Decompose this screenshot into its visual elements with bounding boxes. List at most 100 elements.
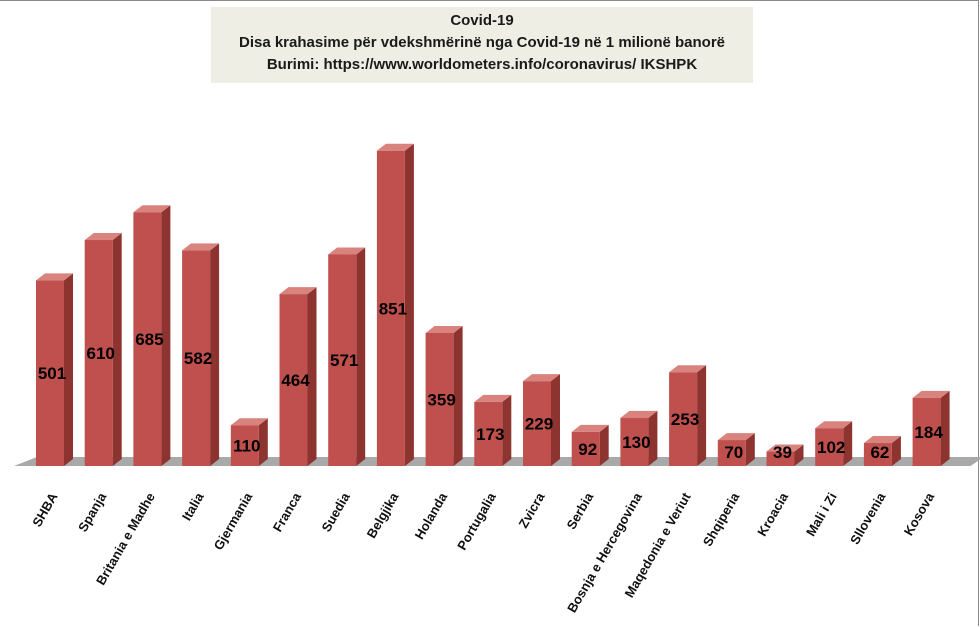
- value-label: 110: [233, 437, 260, 456]
- bar-side: [648, 410, 658, 466]
- bar-side: [258, 418, 268, 466]
- value-label: 685: [135, 330, 163, 349]
- bar-top: [36, 273, 73, 281]
- bar-side: [112, 233, 122, 466]
- category-label: Kosova: [901, 489, 938, 538]
- bar-front: [425, 333, 454, 466]
- bar-belgjika: [376, 143, 414, 467]
- bar-front: [328, 254, 357, 466]
- bar-front: [133, 212, 162, 466]
- value-label: 464: [281, 371, 310, 390]
- bar-front: [523, 381, 551, 466]
- chart-source: Burimi: https://www.worldometers.info/co…: [266, 56, 698, 73]
- bar-front: [571, 431, 600, 466]
- bar-top: [376, 143, 414, 151]
- bar-front: [84, 240, 113, 466]
- value-label: 851: [379, 299, 407, 318]
- bar-front: [182, 250, 211, 466]
- bar-britania-e-madhe: [133, 205, 171, 466]
- bar-front: [863, 443, 892, 466]
- bar-portugalia: [474, 394, 512, 466]
- bar-top: [182, 243, 220, 251]
- value-label: 582: [184, 349, 212, 368]
- bar-top: [133, 205, 171, 213]
- value-label: 184: [914, 423, 943, 442]
- bar-side: [745, 433, 755, 466]
- category-label: Gjermania: [211, 489, 256, 552]
- bar-top: [766, 444, 804, 452]
- value-label: 501: [38, 364, 66, 383]
- bar-front: [669, 372, 698, 466]
- bar-side: [210, 243, 220, 466]
- bar-front: [620, 417, 649, 466]
- bar-side: [356, 247, 366, 466]
- category-label: Sllovenia: [847, 489, 889, 547]
- bar-top: [523, 374, 560, 382]
- bar-bosnja-e-hercegovina: [620, 410, 658, 466]
- bar-front: [766, 451, 795, 466]
- value-label: 92: [578, 440, 597, 459]
- bar-sllovenia: [863, 436, 901, 466]
- bar-maqedonia-e-veriut: [669, 365, 707, 466]
- category-label: Holanda: [412, 489, 451, 542]
- bar-side: [940, 390, 950, 466]
- bar-shba: [36, 273, 73, 466]
- category-label: Italia: [179, 489, 207, 523]
- bar-shqiperia: [717, 433, 755, 466]
- category-label: Spanja: [75, 489, 110, 534]
- bar-top: [912, 390, 950, 398]
- bar-zvicra: [523, 374, 560, 466]
- bar-side: [551, 374, 560, 466]
- bar-side: [843, 421, 853, 466]
- bar-front: [230, 425, 259, 466]
- bar-side: [697, 365, 707, 466]
- category-label: Portugalia: [454, 489, 499, 552]
- category-label: Serbia: [563, 489, 596, 532]
- value-label: 571: [330, 351, 358, 370]
- bar-holanda: [425, 326, 463, 466]
- bar-kroacia: [766, 444, 804, 466]
- bar-top: [717, 433, 755, 441]
- category-label: Suedia: [318, 489, 353, 534]
- bar-serbia: [571, 424, 609, 466]
- bar-front: [36, 280, 64, 466]
- title-box: Covid-19 Disa krahasime për vdekshmërinë…: [211, 7, 753, 83]
- bar-top: [669, 365, 707, 373]
- value-label: 359: [427, 391, 455, 410]
- bar-front: [279, 294, 308, 466]
- bar-side: [161, 205, 171, 466]
- bar-spanja: [84, 233, 122, 466]
- bar-suedia: [328, 247, 366, 466]
- chart-title: Covid-19: [450, 12, 514, 29]
- bar-top: [425, 326, 463, 334]
- bar-side: [794, 444, 804, 466]
- value-label: 229: [525, 415, 553, 434]
- bar-side: [307, 287, 317, 466]
- bar-side: [502, 394, 512, 466]
- bar-front: [717, 440, 746, 466]
- bar-side: [404, 143, 414, 467]
- value-label: 39: [773, 443, 792, 462]
- bar-top: [571, 424, 609, 432]
- bar-top: [84, 233, 122, 241]
- bar-side: [64, 273, 73, 466]
- bar-side: [891, 436, 901, 466]
- bar-gjermania: [230, 418, 268, 466]
- bar-top: [863, 436, 901, 444]
- category-label: Shqiperia: [700, 489, 743, 548]
- value-label: 70: [724, 443, 743, 462]
- category-label: Zvicra: [515, 489, 548, 530]
- bar-side: [453, 326, 463, 466]
- category-label: Mali i Zi: [803, 490, 840, 539]
- bar-top: [230, 418, 268, 426]
- bar-front: [376, 150, 405, 467]
- bar-front: [815, 428, 844, 466]
- bar-side: [599, 424, 609, 466]
- bar-franca: [279, 287, 317, 466]
- category-label: Franca: [270, 489, 305, 534]
- category-label: Kroacia: [754, 489, 791, 538]
- bar-top: [815, 421, 853, 429]
- bar-front: [912, 397, 941, 466]
- value-label: 173: [476, 425, 504, 444]
